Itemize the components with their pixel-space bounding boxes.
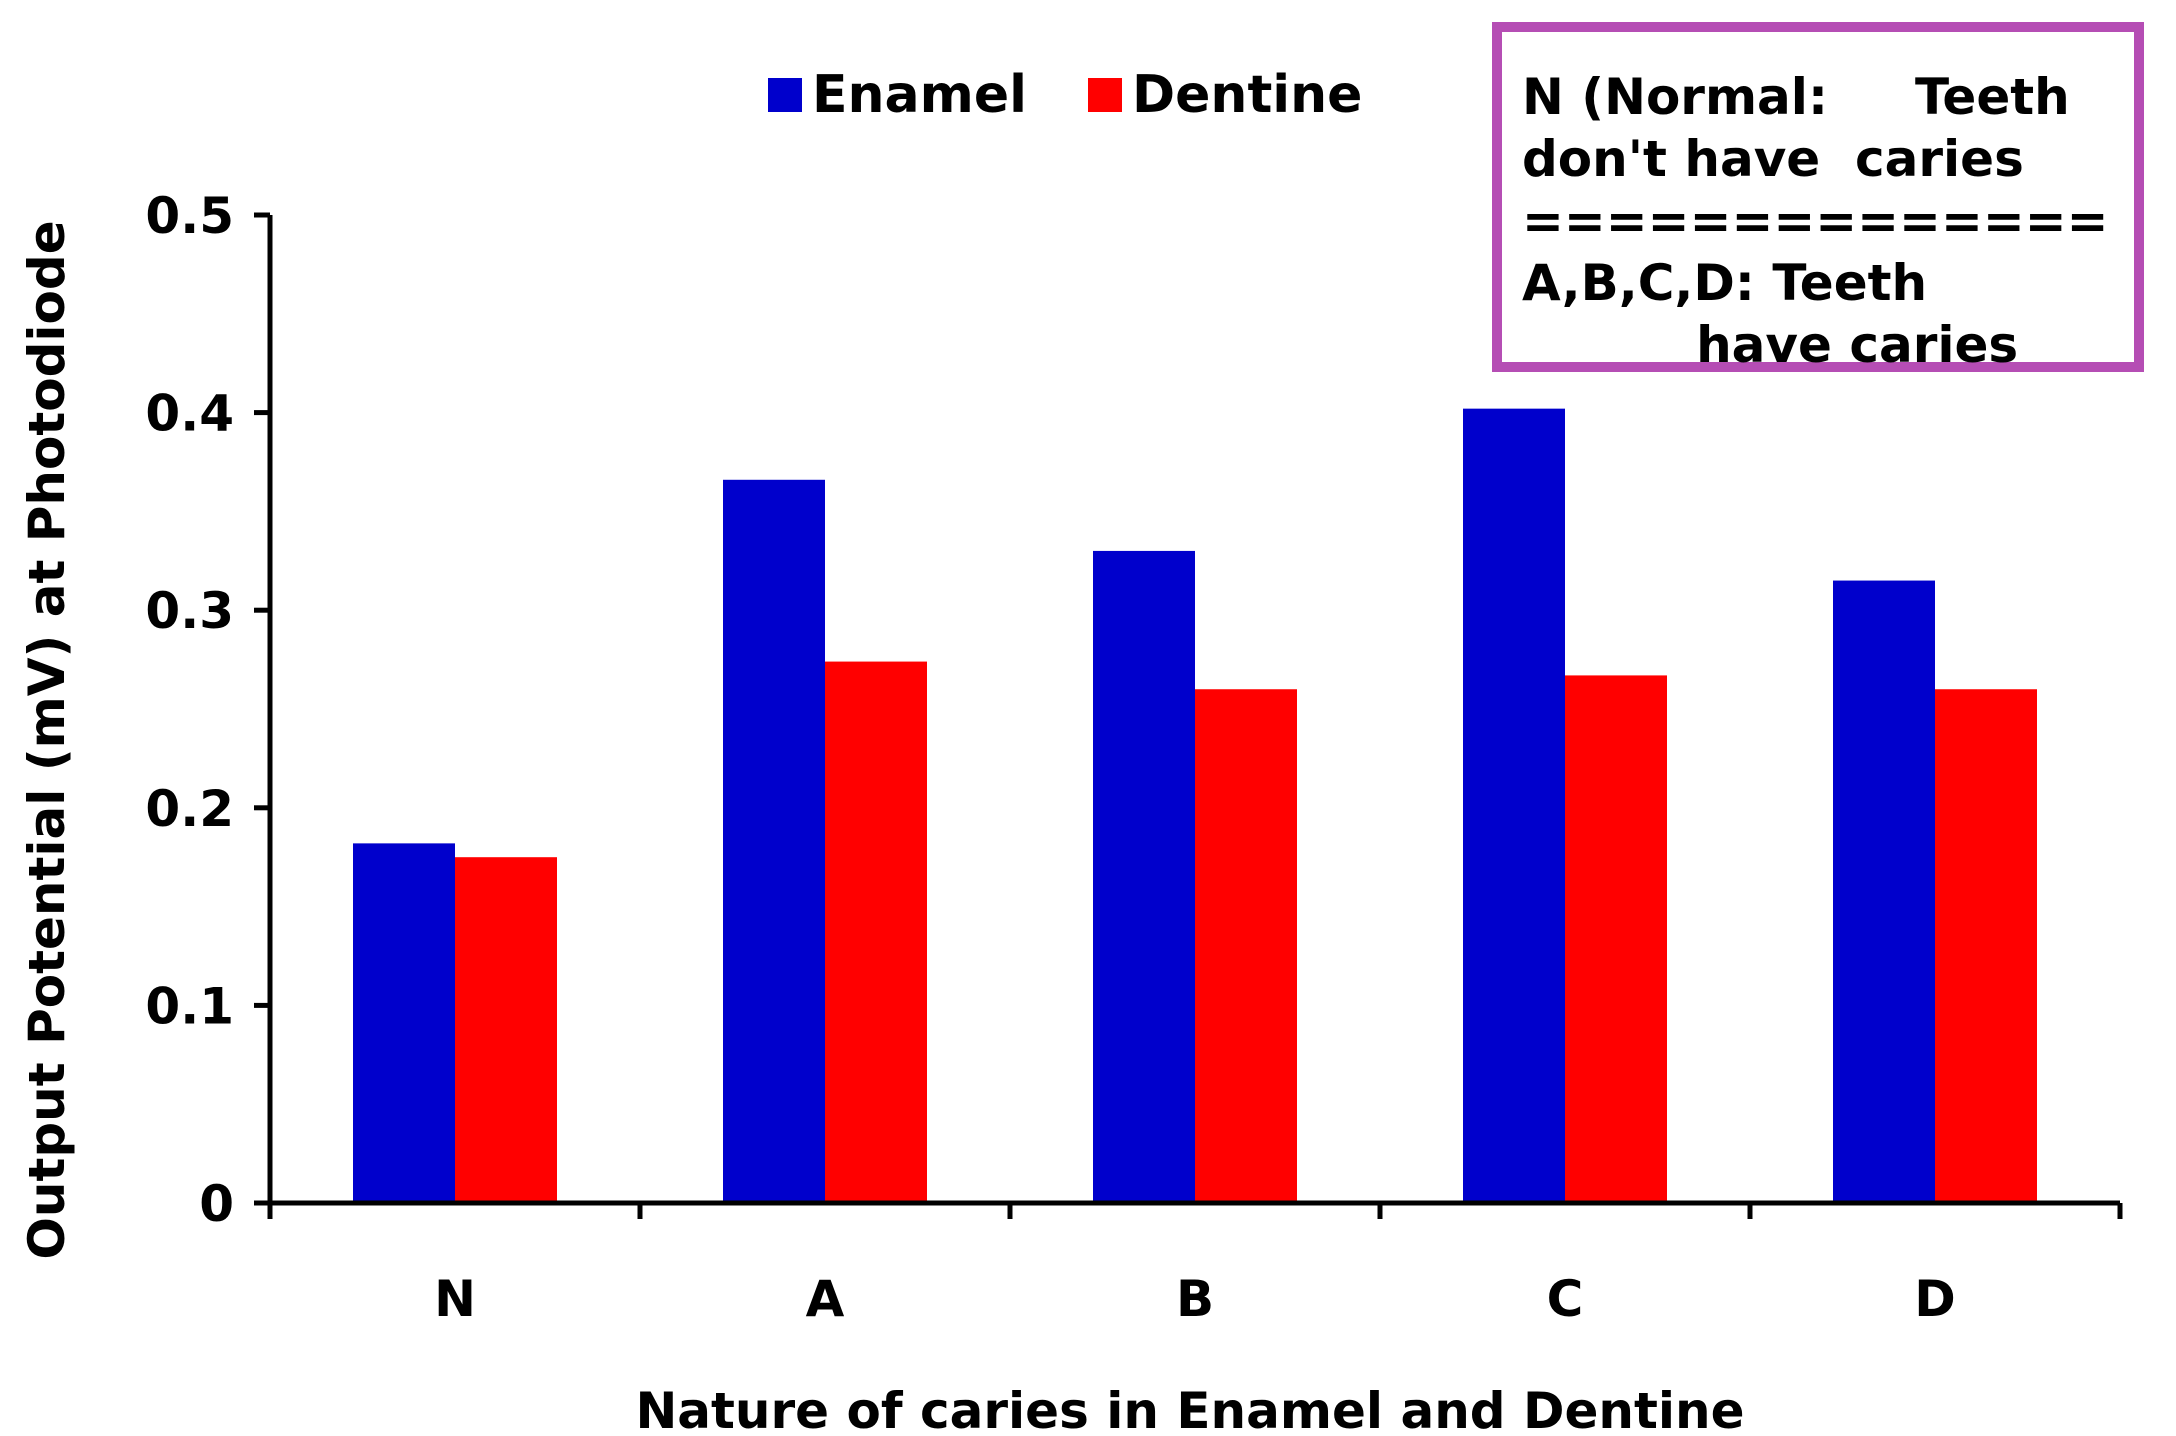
note-line: N (Normal: Teeth [1522, 68, 2070, 126]
bar-dentine-c [1565, 675, 1667, 1203]
y-tick-label: 0.4 [145, 385, 234, 443]
y-tick-label: 0.3 [145, 582, 234, 640]
note-line: have caries [1522, 316, 2019, 374]
legend: Enamel Dentine [768, 65, 1362, 125]
bar-dentine-d [1935, 689, 2037, 1203]
y-tick-label: 0.5 [145, 187, 234, 245]
bar-enamel-n [353, 843, 455, 1203]
legend-label-enamel: Enamel [812, 65, 1027, 125]
legend-label-dentine: Dentine [1132, 65, 1362, 125]
y-axis-title: Output Potential (mV) at Photodiode [18, 220, 76, 1259]
x-tick-label: C [1547, 1270, 1584, 1328]
bar-enamel-d [1833, 580, 1935, 1203]
y-tick-label: 0.2 [145, 780, 234, 838]
x-tick-label: A [806, 1270, 845, 1328]
legend-swatch-enamel [768, 78, 802, 112]
note-line: A,B,C,D: Teeth [1522, 254, 1928, 312]
legend-swatch-dentine [1088, 78, 1122, 112]
note-box: N (Normal: Teeth don't have caries =====… [1492, 22, 2144, 374]
bars-group [353, 408, 2037, 1203]
y-tick-label: 0.1 [145, 977, 234, 1035]
y-tick-label: 0 [199, 1175, 234, 1233]
bar-enamel-b [1093, 550, 1195, 1203]
bar-dentine-n [455, 857, 557, 1203]
axes-group: 0 0.1 0.2 0.3 0.4 0.5 N A B C D [145, 187, 2123, 1328]
bar-dentine-a [825, 661, 927, 1203]
y-ticks: 0 0.1 0.2 0.3 0.4 0.5 [145, 187, 270, 1233]
bar-enamel-a [723, 479, 825, 1203]
bar-dentine-b [1195, 689, 1297, 1203]
x-tick-label: N [434, 1270, 476, 1328]
note-line: ============== [1522, 192, 2109, 250]
x-axis-title: Nature of caries in Enamel and Dentine [635, 1382, 1744, 1436]
x-tick-label: D [1914, 1270, 1956, 1328]
bar-enamel-c [1463, 408, 1565, 1203]
x-tick-label: B [1176, 1270, 1214, 1328]
note-line: don't have caries [1522, 130, 2024, 188]
